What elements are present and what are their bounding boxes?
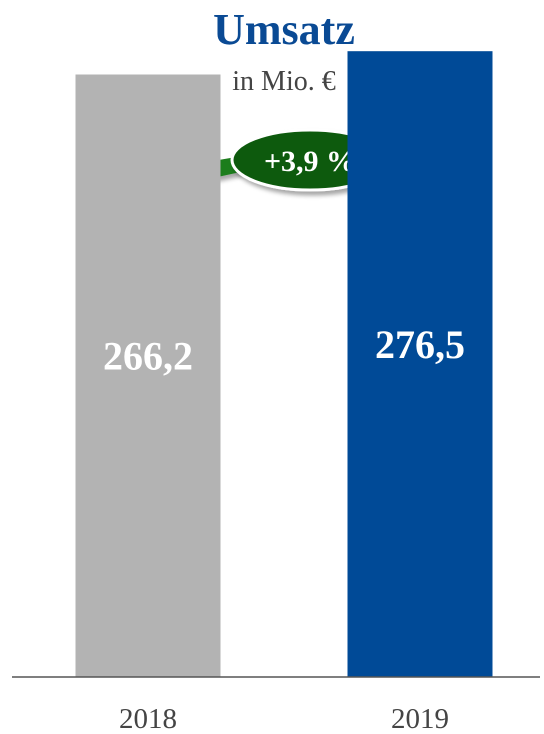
bar-value-label: 266,2 <box>103 334 193 379</box>
bar-2019 <box>347 51 493 677</box>
bar-2018 <box>75 74 221 677</box>
category-label: 2019 <box>391 703 449 734</box>
bar-value-label: 276,5 <box>375 322 465 367</box>
bars-layer: 266,2 276,5 <box>75 51 493 677</box>
category-label: 2018 <box>119 703 177 734</box>
chart-subtitle: in Mio. € <box>232 66 335 97</box>
category-labels: 2018 2019 <box>119 703 449 734</box>
growth-label: +3,9 % <box>264 145 356 178</box>
chart-title: Umsatz <box>213 5 355 54</box>
